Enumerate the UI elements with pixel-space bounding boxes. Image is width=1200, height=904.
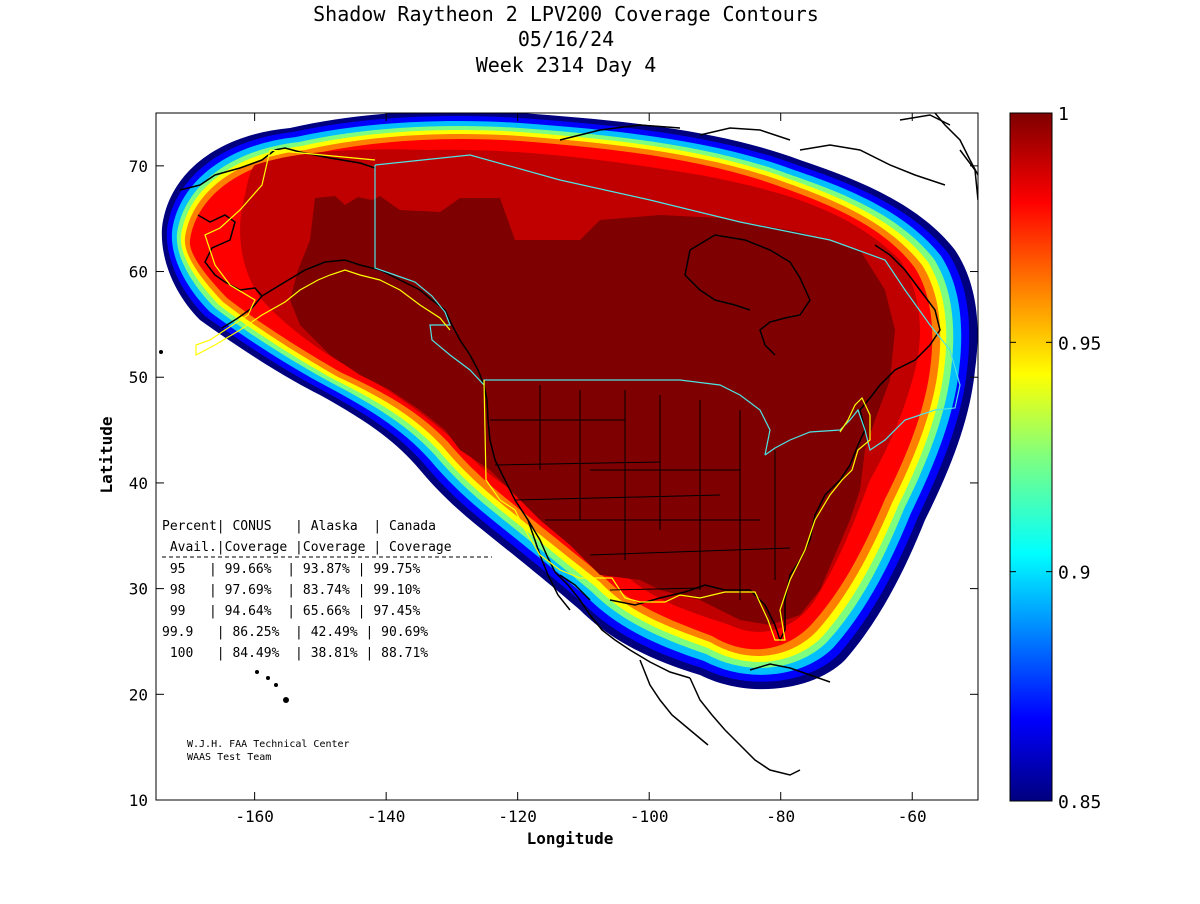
island-4 [283, 697, 289, 703]
island-5 [159, 350, 163, 354]
y-tick-label: 40 [129, 474, 148, 493]
x-axis: -160 -140 -120 -100 -80 -60 [235, 113, 927, 826]
coastline-gulf [609, 397, 871, 642]
canada-us-border [483, 379, 771, 456]
alaska-canada-border [374, 165, 485, 386]
chart-title-line-3: Week 2314 Day 4 [476, 53, 657, 77]
island-2 [266, 676, 270, 680]
y-tick-label: 50 [129, 368, 148, 387]
x-tick-label: -60 [898, 807, 927, 826]
x-tick-label: -120 [498, 807, 537, 826]
x-tick-label: -140 [367, 807, 406, 826]
coastline-greenland [934, 113, 978, 176]
coastline-pacific-nw [459, 339, 691, 679]
arctic-boundary [374, 154, 961, 456]
coverage-table: Percent| CONUS | Alaska | Canada Avail.|… [162, 519, 492, 661]
colorbar-tick-label: 1 [1058, 104, 1069, 125]
y-tick-label: 20 [129, 685, 148, 704]
table-row: 98 | 97.69% | 83.74% | 99.10% [162, 583, 420, 598]
colorbar-tick-label: 0.85 [1058, 792, 1101, 813]
table-row: 99.9 | 86.25% | 42.49% | 90.69% [162, 625, 428, 640]
x-tick-label: -80 [766, 807, 795, 826]
colorbar-tick-label: 0.9 [1058, 563, 1091, 584]
table-row: 99 | 94.64% | 65.66% | 97.45% [162, 604, 420, 619]
y-axis: 10 20 30 40 50 60 70 [129, 157, 978, 810]
island-1 [255, 670, 259, 674]
us-state-borders [490, 385, 791, 600]
chart-title-line-2: 05/16/24 [518, 27, 614, 51]
coastline-arctic-islands [559, 114, 978, 201]
table-header-row-1: Percent| CONUS | Alaska | Canada [162, 519, 436, 534]
y-axis-label: Latitude [97, 416, 116, 493]
state-lines-horizontal [490, 419, 791, 591]
credit-line-1: W.J.H. FAA Technical Center [187, 739, 350, 750]
x-tick-label: -160 [235, 807, 274, 826]
canada-border [374, 154, 961, 456]
y-tick-label: 30 [129, 580, 148, 599]
chart-title-line-1: Shadow Raytheon 2 LPV200 Coverage Contou… [313, 2, 819, 26]
table-row: 95 | 99.66% | 93.87% | 99.75% [162, 562, 420, 577]
island-3 [274, 683, 278, 687]
conus-region-border [483, 379, 871, 641]
y-tick-label: 60 [129, 263, 148, 282]
contour-band-1.00-core [290, 196, 895, 625]
colorbar-ticks: 0.85 0.9 0.95 1 [1010, 104, 1101, 813]
coastline-central-america [639, 659, 801, 776]
table-header-row-2: Avail.|Coverage |Coverage | Coverage [162, 540, 452, 555]
colorbar [1009, 112, 1053, 802]
x-tick-label: -100 [630, 807, 669, 826]
credit-line-2: WAAS Test Team [187, 752, 271, 763]
table-row: 100 | 84.49% | 38.81% | 88.71% [162, 646, 428, 661]
coastline-hudson [684, 234, 811, 356]
state-lines-vertical [539, 385, 776, 600]
alaska-region-border [195, 149, 451, 356]
colorbar-tick-label: 0.95 [1058, 333, 1101, 354]
y-tick-label: 70 [129, 157, 148, 176]
coastline-labrador [869, 244, 941, 399]
coastline-cuba [749, 663, 831, 683]
region-borders [195, 149, 871, 641]
coastline-baja [527, 519, 591, 611]
plot-area [156, 113, 978, 800]
hawaii-islands [159, 350, 289, 703]
plot-frame [155, 112, 979, 801]
y-tick-label: 10 [129, 791, 148, 810]
x-axis-label: Longitude [527, 829, 614, 848]
